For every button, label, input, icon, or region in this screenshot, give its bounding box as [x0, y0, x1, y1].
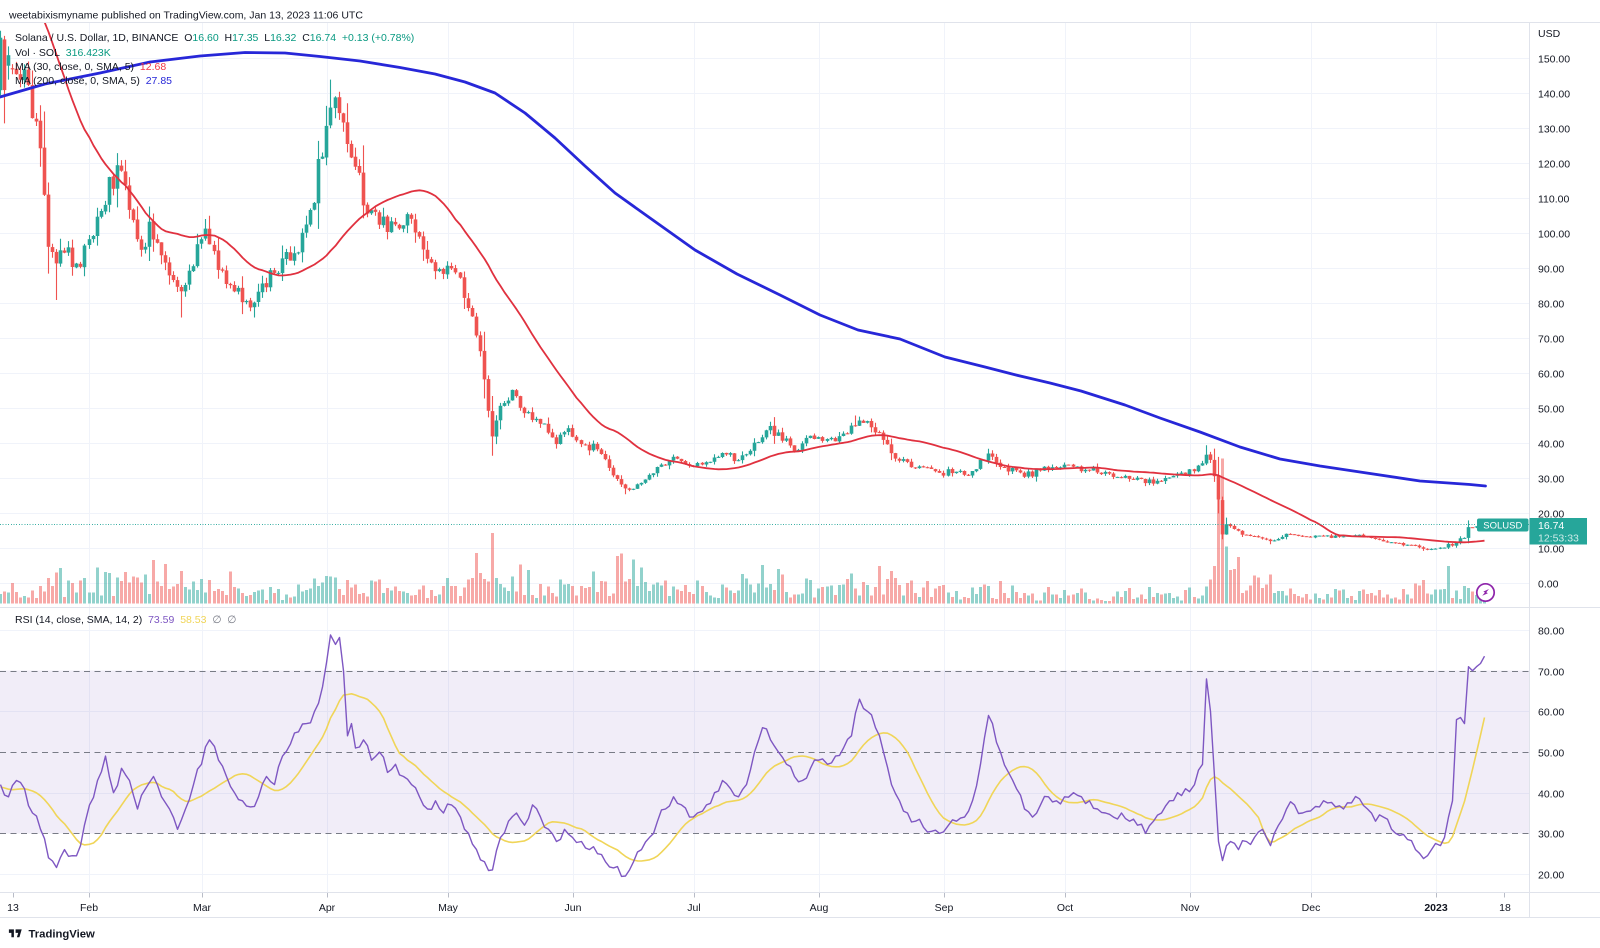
svg-text:SOLUSD: SOLUSD: [1483, 521, 1522, 532]
svg-text:50.00: 50.00: [1538, 404, 1564, 416]
svg-text:Sep: Sep: [935, 902, 954, 914]
svg-text:30.00: 30.00: [1538, 474, 1564, 486]
svg-text:MA (30, close, 0, SMA, 5) 12.: MA (30, close, 0, SMA, 5) 12.68: [15, 61, 166, 73]
svg-text:Jul: Jul: [687, 902, 700, 914]
svg-text:May: May: [438, 902, 459, 914]
svg-text:120.00: 120.00: [1538, 159, 1570, 171]
svg-text:USD: USD: [1538, 28, 1561, 40]
svg-text:80.00: 80.00: [1538, 626, 1564, 638]
svg-text:12:53:33: 12:53:33: [1538, 533, 1579, 545]
svg-text:100.00: 100.00: [1538, 229, 1570, 241]
svg-text:80.00: 80.00: [1538, 299, 1564, 311]
svg-text:Nov: Nov: [1181, 902, 1200, 914]
svg-text:Solana / U.S. Dollar, 1D, BINA: Solana / U.S. Dollar, 1D, BINANCE O16.60…: [15, 32, 414, 44]
svg-text:150.00: 150.00: [1538, 54, 1570, 66]
svg-text:30.00: 30.00: [1538, 829, 1564, 841]
svg-text:Mar: Mar: [193, 902, 212, 914]
svg-text:60.00: 60.00: [1538, 707, 1564, 719]
svg-text:18: 18: [1499, 902, 1511, 914]
svg-text:Vol · SOL 316.423K: Vol · SOL 316.423K: [15, 47, 111, 59]
svg-text:70.00: 70.00: [1538, 667, 1564, 679]
svg-text:20.00: 20.00: [1538, 870, 1564, 882]
svg-text:16.74: 16.74: [1538, 520, 1564, 532]
svg-text:130.00: 130.00: [1538, 124, 1570, 136]
svg-text:140.00: 140.00: [1538, 89, 1570, 101]
svg-text:Feb: Feb: [80, 902, 98, 914]
svg-text:20.00: 20.00: [1538, 509, 1564, 521]
svg-text:Aug: Aug: [810, 902, 829, 914]
svg-text:MA (200, close, 0, SMA, 5) 27: MA (200, close, 0, SMA, 5) 27.85: [15, 75, 172, 87]
svg-text:40.00: 40.00: [1538, 439, 1564, 451]
svg-text:10.00: 10.00: [1538, 544, 1564, 556]
svg-text:50.00: 50.00: [1538, 748, 1564, 760]
svg-text:40.00: 40.00: [1538, 789, 1564, 801]
svg-text:90.00: 90.00: [1538, 264, 1564, 276]
svg-text:60.00: 60.00: [1538, 369, 1564, 381]
svg-text:Apr: Apr: [319, 902, 336, 914]
svg-text:0.00: 0.00: [1538, 579, 1559, 591]
svg-text:110.00: 110.00: [1538, 194, 1569, 206]
svg-text:weetabixismyname published on: weetabixismyname published on TradingVie…: [8, 10, 363, 22]
svg-text:13: 13: [7, 902, 19, 914]
svg-text:TradingView: TradingView: [29, 928, 96, 940]
svg-text:RSI (14, close, SMA, 14, 2) 7: RSI (14, close, SMA, 14, 2) 73.59 58.53 …: [15, 614, 236, 626]
svg-text:Jun: Jun: [565, 902, 582, 914]
svg-text:Oct: Oct: [1057, 902, 1073, 914]
svg-text:Dec: Dec: [1302, 902, 1321, 914]
svg-text:70.00: 70.00: [1538, 334, 1564, 346]
svg-text:2023: 2023: [1424, 902, 1448, 914]
